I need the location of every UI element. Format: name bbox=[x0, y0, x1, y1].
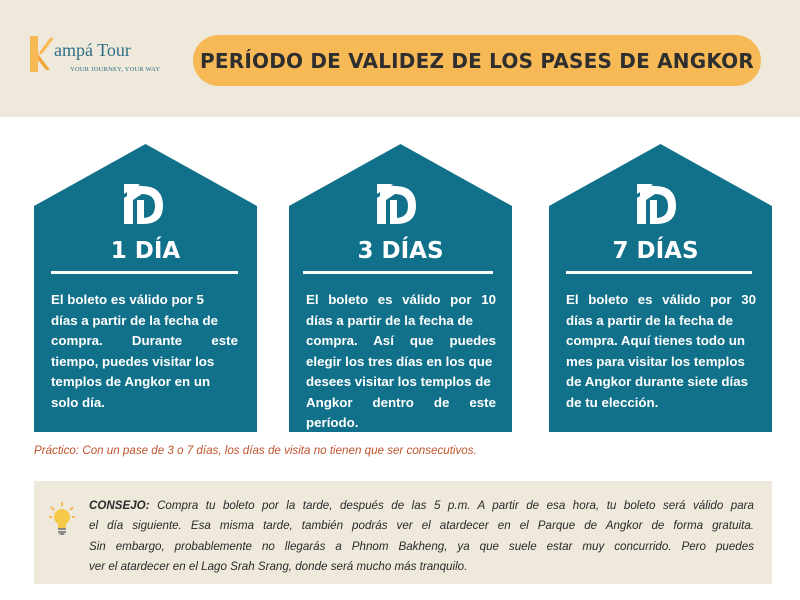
desc-line: mes para visitar los templos bbox=[566, 353, 745, 369]
pass-card-3-days: 3 DÍAS El boleto es válido por 10 días a… bbox=[289, 144, 512, 432]
desc-line: El boleto es válido por 30 bbox=[566, 292, 756, 307]
desc-line: Angkor dentro de este bbox=[306, 394, 496, 410]
desc-line: tiempo, puedes visitar los bbox=[51, 353, 215, 369]
card-background bbox=[549, 144, 772, 432]
angkor-pass-logo-icon bbox=[124, 184, 163, 224]
tip-line: Sin embargo, probablemente no llegarás a… bbox=[89, 539, 754, 553]
card-divider bbox=[303, 271, 493, 274]
lightbulb-icon bbox=[49, 502, 75, 535]
card-background bbox=[34, 144, 257, 432]
brand-logo[interactable]: ampá Tour YOUR JOURNEY, YOUR WAY bbox=[28, 34, 168, 84]
desc-line: compra. Así que puedes bbox=[306, 333, 496, 348]
desc-line: días a partir de la fecha de bbox=[306, 312, 474, 328]
desc-line: de tu elección. bbox=[566, 394, 659, 410]
angkor-pass-logo-icon bbox=[377, 184, 416, 224]
tip-line: ver el atardecer en el Lago Srah Srang, … bbox=[89, 559, 468, 573]
desc-line: desees visitar los templos de bbox=[306, 374, 491, 389]
desc-line: de Angkor durante siete días bbox=[566, 374, 749, 389]
header: ampá Tour YOUR JOURNEY, YOUR WAY PERÍODO… bbox=[0, 0, 800, 117]
tip-line: el día siguiente. Esa misma tarde, tambi… bbox=[89, 519, 754, 533]
pass-card-1-day: 1 DÍA El boleto es válido por 5 días a p… bbox=[34, 144, 257, 432]
card-description: El boleto es válido por 10 días a partir… bbox=[306, 290, 496, 434]
tip-line-text: Compra tu boleto por la tarde, después d… bbox=[157, 499, 754, 512]
title-banner: PERÍODO DE VALIDEZ DE LOS PASES DE ANGKO… bbox=[193, 35, 761, 86]
desc-line: El boleto es válido por 10 bbox=[306, 292, 496, 307]
desc-line: compra. Durante este bbox=[51, 333, 238, 348]
card-divider bbox=[566, 271, 752, 274]
tip-text: CONSEJO: Compra tu boleto por la tarde, … bbox=[89, 496, 754, 577]
card-description: El boleto es válido por 5 días a partir … bbox=[51, 290, 238, 413]
k-logo-icon bbox=[30, 36, 54, 72]
card-days: 3 DÍAS bbox=[357, 238, 444, 264]
tip-line: CONSEJO: Compra tu boleto por la tarde, … bbox=[89, 496, 754, 516]
desc-line: templos de Angkor en un bbox=[51, 374, 211, 389]
card-divider bbox=[51, 271, 238, 274]
desc-line: días a partir de la fecha de bbox=[566, 312, 734, 328]
desc-line: solo día. bbox=[51, 394, 105, 410]
brand-name: ampá Tour bbox=[54, 40, 131, 60]
brand-tagline: YOUR JOURNEY, YOUR WAY bbox=[70, 66, 161, 73]
desc-line: compra. Aquí tienes todo un bbox=[566, 333, 746, 348]
card-background bbox=[289, 144, 512, 432]
card-description: El boleto es válido por 30 días a partir… bbox=[566, 290, 756, 413]
card-days: 7 DÍAS bbox=[612, 238, 699, 264]
angkor-pass-logo-icon bbox=[637, 184, 676, 224]
desc-line: días a partir de la fecha de bbox=[51, 312, 219, 328]
tip-box: CONSEJO: Compra tu boleto por la tarde, … bbox=[34, 481, 772, 584]
desc-line: El boleto es válido por 5 bbox=[51, 292, 204, 307]
desc-line: período. bbox=[306, 415, 359, 430]
desc-line: elegir los tres días en los que bbox=[306, 353, 493, 369]
card-days: 1 DÍA bbox=[110, 238, 181, 264]
page-title: PERÍODO DE VALIDEZ DE LOS PASES DE ANGKO… bbox=[200, 48, 754, 73]
tip-label: CONSEJO: bbox=[89, 499, 150, 512]
pass-card-7-days: 7 DÍAS El boleto es válido por 30 días a… bbox=[549, 144, 772, 432]
practical-note: Práctico: Con un pase de 3 o 7 días, los… bbox=[34, 444, 477, 457]
